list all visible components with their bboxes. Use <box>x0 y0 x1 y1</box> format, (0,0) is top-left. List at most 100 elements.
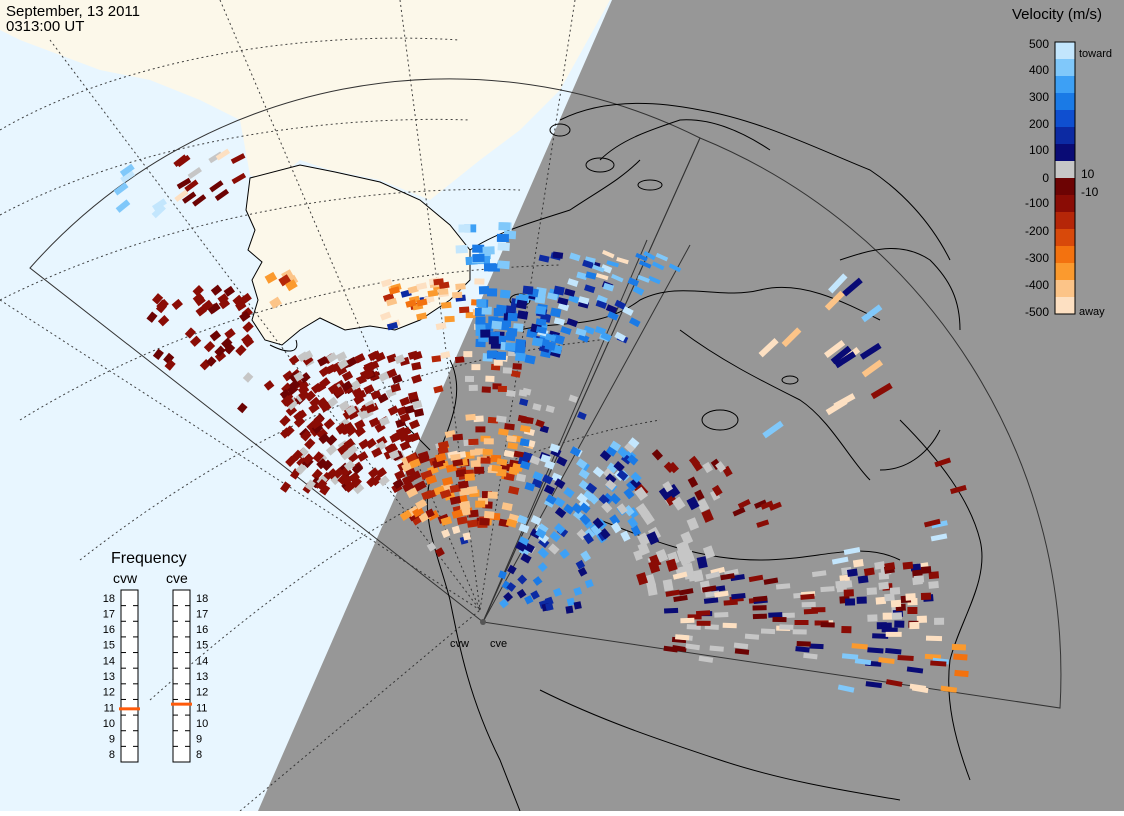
velocity-cell <box>538 254 550 263</box>
velocity-cell <box>545 405 555 413</box>
velocity-cell <box>368 467 380 479</box>
velocity-cell <box>504 423 515 431</box>
velocity-cell <box>355 389 367 400</box>
velocity-cell <box>483 263 497 272</box>
velocity-cell <box>316 428 328 440</box>
velocity-cell <box>546 292 559 301</box>
velocity-cell <box>573 601 582 610</box>
velocity-cell <box>113 182 129 196</box>
velocity-cell <box>507 442 519 450</box>
velocity-cell <box>347 451 359 463</box>
velocity-cell <box>480 457 491 464</box>
velocity-cell <box>468 509 479 518</box>
velocity-cell <box>475 316 486 325</box>
velocity-cell <box>506 435 517 443</box>
velocity-cell <box>841 625 852 634</box>
velocity-cell <box>549 531 561 543</box>
velocity-cell <box>795 646 810 653</box>
velocity-cell <box>465 413 476 421</box>
velocity-cell <box>575 327 587 337</box>
velocity-cell <box>401 481 415 493</box>
velocity-cell <box>648 560 661 574</box>
frequency-tick-label: 14 <box>103 655 115 667</box>
velocity-cell <box>415 498 428 510</box>
velocity-cell <box>890 599 902 608</box>
date-label: September, 13 2011 <box>6 3 140 20</box>
velocity-cell <box>472 244 485 253</box>
velocity-cell <box>482 448 493 456</box>
velocity-cell <box>235 300 247 312</box>
velocity-cell <box>760 500 774 510</box>
velocity-cell <box>606 462 619 474</box>
velocity-cell <box>874 561 886 570</box>
velocity-cell <box>120 170 136 184</box>
velocity-cell <box>182 191 197 204</box>
velocity-cell <box>503 449 515 458</box>
velocity-cell <box>600 264 613 274</box>
velocity-cell <box>680 531 694 545</box>
velocity-cell <box>380 278 393 288</box>
velocity-cell <box>522 285 534 295</box>
velocity-cell <box>386 368 398 379</box>
legend-tick-label: 0 <box>1042 171 1049 185</box>
velocity-cell <box>215 148 231 161</box>
frequency-radar-label-cve: cve <box>166 570 188 586</box>
velocity-cell <box>592 466 605 478</box>
velocity-cell <box>499 289 511 299</box>
frequency-tick-label: 13 <box>196 671 208 683</box>
frequency-tick-label: 12 <box>196 687 208 699</box>
velocity-cell <box>655 548 669 563</box>
velocity-cell <box>485 375 495 382</box>
velocity-cell <box>752 613 767 620</box>
velocity-cell <box>338 400 350 412</box>
velocity-cell <box>332 467 345 479</box>
legend-tick-label: -100 <box>1025 196 1049 210</box>
velocity-cell <box>794 619 809 626</box>
velocity-cell <box>600 331 612 342</box>
velocity-cell <box>585 482 598 494</box>
velocity-cell <box>792 629 807 635</box>
velocity-cell <box>686 517 700 531</box>
velocity-cell <box>722 622 737 629</box>
velocity-cell <box>411 361 422 371</box>
velocity-cell <box>537 523 549 535</box>
velocity-cell <box>455 469 467 478</box>
velocity-cell <box>325 434 338 446</box>
velocity-cell <box>412 506 425 518</box>
velocity-cell <box>375 467 387 479</box>
velocity-cell <box>861 304 883 323</box>
frequency-tick-label: 14 <box>196 655 208 667</box>
velocity-cell <box>714 611 729 618</box>
velocity-cell <box>894 620 905 628</box>
velocity-cell <box>907 607 918 614</box>
frequency-marker <box>119 707 140 711</box>
velocity-cell <box>867 647 884 654</box>
velocity-cell <box>505 342 516 351</box>
velocity-cell <box>399 396 411 407</box>
velocity-cell <box>209 330 222 342</box>
velocity-cell <box>839 574 851 583</box>
velocity-cell <box>444 315 455 323</box>
velocity-cell <box>878 571 890 580</box>
velocity-cell <box>157 315 170 327</box>
velocity-cell <box>556 456 568 467</box>
velocity-cell <box>152 348 164 361</box>
velocity-cell <box>834 351 857 369</box>
velocity-cell <box>203 340 216 353</box>
velocity-cell <box>299 372 311 384</box>
velocity-cell <box>391 374 403 384</box>
velocity-cell <box>364 403 377 414</box>
velocity-cell <box>565 605 574 614</box>
velocity-cell <box>239 310 251 322</box>
velocity-cell <box>715 461 727 473</box>
velocity-cell <box>940 685 958 693</box>
velocity-cell <box>569 252 581 262</box>
velocity-cell <box>164 359 176 371</box>
velocity-cell <box>155 301 168 314</box>
velocity-cell <box>320 401 332 413</box>
velocity-cell <box>545 602 554 612</box>
velocity-cell <box>648 275 661 285</box>
velocity-cell <box>464 375 475 382</box>
velocity-cell <box>280 427 292 439</box>
velocity-cell <box>885 647 902 655</box>
